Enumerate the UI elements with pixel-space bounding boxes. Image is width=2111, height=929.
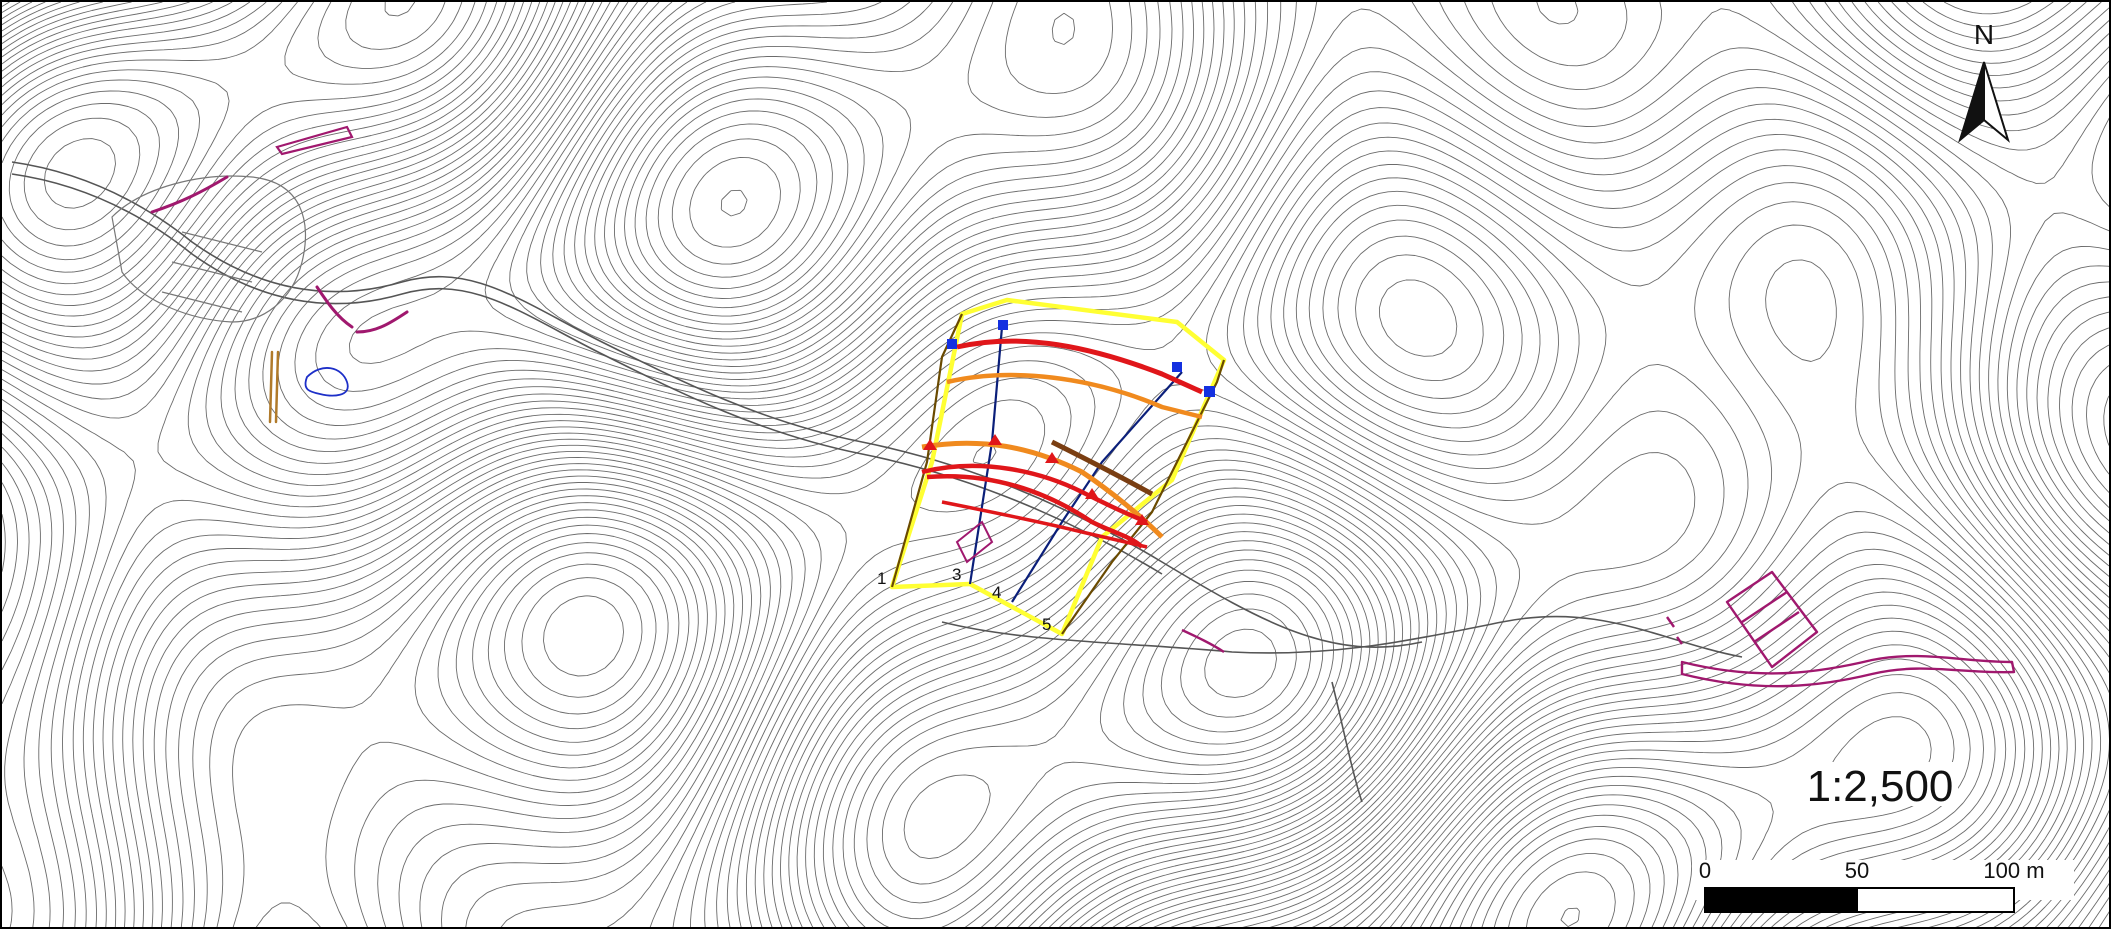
scale-bar-white bbox=[1857, 888, 2014, 912]
marker-blue-4 bbox=[1204, 386, 1215, 397]
profile-label-1: 1 bbox=[877, 569, 886, 588]
marker-blue-3 bbox=[1172, 362, 1182, 372]
profile-label-3: 3 bbox=[952, 565, 961, 584]
profile-label-5: 5 bbox=[1042, 615, 1051, 634]
north-label: N bbox=[1974, 19, 1994, 50]
scale-ratio: 1:2,500 bbox=[1807, 762, 1954, 811]
profile-label-4: 4 bbox=[992, 583, 1001, 602]
scale-tick-0: 0 bbox=[1699, 858, 1711, 883]
marker-blue-2 bbox=[998, 320, 1008, 330]
scale-bar-black bbox=[1705, 888, 1857, 912]
scale-tick-50: 50 bbox=[1845, 858, 1869, 883]
marker-blue-1 bbox=[947, 339, 957, 349]
scale-tick-100: 100 m bbox=[1983, 858, 2044, 883]
